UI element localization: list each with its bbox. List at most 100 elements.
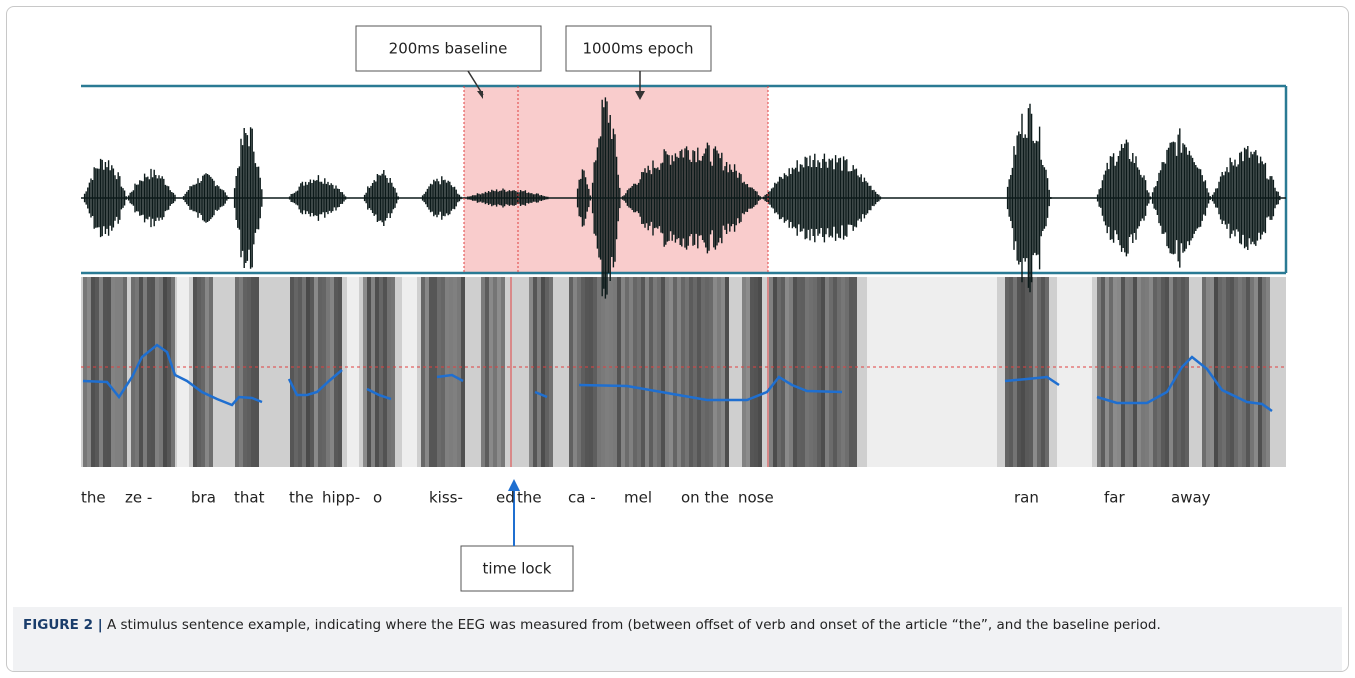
spectrogram-gap	[177, 277, 189, 467]
spectrogram-band	[493, 277, 497, 467]
spectrogram-band	[797, 277, 801, 467]
spectrogram-band	[318, 277, 322, 467]
pitch-contour	[82, 343, 1273, 413]
spectrogram-band	[298, 277, 302, 467]
spectrogram-gap	[1057, 277, 1092, 467]
word: ca -	[568, 489, 596, 507]
spectrogram-band	[107, 277, 111, 467]
spectrogram-band	[1017, 277, 1021, 467]
spectrogram-band	[243, 277, 247, 467]
spectrogram-band	[641, 277, 645, 467]
spectrogram-band	[235, 277, 239, 467]
spectrogram-band	[290, 277, 294, 467]
spectrogram-band	[573, 277, 577, 467]
spectrogram-band	[1097, 277, 1101, 467]
spectrogram-band	[155, 277, 159, 467]
spectrogram-band	[1021, 277, 1025, 467]
spectrogram-band	[209, 277, 213, 467]
spectrogram-band	[685, 277, 689, 467]
spectrogram-band	[725, 277, 729, 467]
spectrogram-band	[1169, 277, 1173, 467]
spectrogram-band	[205, 277, 209, 467]
spectrogram-band	[1181, 277, 1185, 467]
spectrogram-band	[371, 277, 375, 467]
spectrogram-band	[1246, 277, 1250, 467]
spectrogram-band	[159, 277, 163, 467]
spectrogram-band	[758, 277, 762, 467]
spectrogram-band	[677, 277, 681, 467]
spectrogram-band	[665, 277, 669, 467]
spectrogram-band	[689, 277, 693, 467]
spectrogram-band	[821, 277, 825, 467]
word: ed	[496, 489, 515, 507]
spectrogram-band	[845, 277, 849, 467]
word: nose	[738, 489, 774, 507]
spectrogram-band	[853, 277, 857, 467]
spectrogram-band	[445, 277, 449, 467]
spectrogram-band	[1033, 277, 1037, 467]
spectrogram-band	[581, 277, 585, 467]
waveform	[81, 97, 1286, 299]
spectrogram-band	[1153, 277, 1157, 467]
spectrogram-band	[334, 277, 338, 467]
spectrogram-band	[1005, 277, 1009, 467]
spectrogram-band	[1250, 277, 1254, 467]
spectrogram-band	[1242, 277, 1246, 467]
spectrogram-band	[1222, 277, 1226, 467]
spectrogram-band	[103, 277, 107, 467]
spectrogram-band	[193, 277, 197, 467]
spectrogram-band	[1173, 277, 1177, 467]
word-labels: the ze - bra that the hipp-o kiss-ed the ca - mel…	[81, 489, 1211, 507]
spectrogram-band	[433, 277, 437, 467]
spectrogram-band	[1149, 277, 1153, 467]
spectrogram-band	[801, 277, 805, 467]
spectrogram-band	[693, 277, 697, 467]
spectrogram-band	[789, 277, 793, 467]
spectrogram-band	[326, 277, 330, 467]
spectrogram-band	[637, 277, 641, 467]
spectrogram-band	[605, 277, 609, 467]
spectrogram-band	[1101, 277, 1105, 467]
spectrogram-band	[91, 277, 95, 467]
word: on the	[681, 489, 729, 507]
spectrogram-band	[717, 277, 721, 467]
spectrogram-band	[99, 277, 103, 467]
spectrogram-band	[705, 277, 709, 467]
spectrogram-band	[1202, 277, 1206, 467]
word: away	[1171, 489, 1211, 507]
spectrogram-band	[391, 277, 395, 467]
spectrogram-band	[489, 277, 493, 467]
spectrogram-band	[849, 277, 853, 467]
spectrogram-band	[143, 277, 147, 467]
spectrogram-band	[1013, 277, 1017, 467]
spectrogram-band	[322, 277, 326, 467]
word: that	[234, 489, 265, 507]
spectrogram-band	[721, 277, 725, 467]
spectrogram-band	[697, 277, 701, 467]
spectrogram-band	[701, 277, 705, 467]
spectrogram-band	[601, 277, 605, 467]
spectrogram-band	[669, 277, 673, 467]
spectrogram-band	[1262, 277, 1266, 467]
word: far	[1104, 489, 1125, 507]
spectrogram-band	[1226, 277, 1230, 467]
word: bra	[191, 489, 216, 507]
spectrogram-band	[87, 277, 91, 467]
spectrogram-gap	[347, 277, 359, 467]
spectrogram-band	[421, 277, 425, 467]
spectrogram-band	[501, 277, 505, 467]
spectrogram-band	[577, 277, 581, 467]
spectrogram-band	[805, 277, 809, 467]
spectrogram-band	[135, 277, 139, 467]
spectrogram-band	[613, 277, 617, 467]
spectrogram-band	[793, 277, 797, 467]
spectrogram-band	[425, 277, 429, 467]
spectrogram-band	[585, 277, 589, 467]
spectrogram-band	[294, 277, 298, 467]
callout-label: 1000ms epoch	[582, 40, 693, 58]
spectrogram-band	[809, 277, 813, 467]
spectrogram-band	[379, 277, 383, 467]
spectrogram-band	[123, 277, 127, 467]
spectrogram-band	[239, 277, 243, 467]
figure: 200ms baseline 1000ms epoch time lock th…	[81, 25, 1288, 592]
